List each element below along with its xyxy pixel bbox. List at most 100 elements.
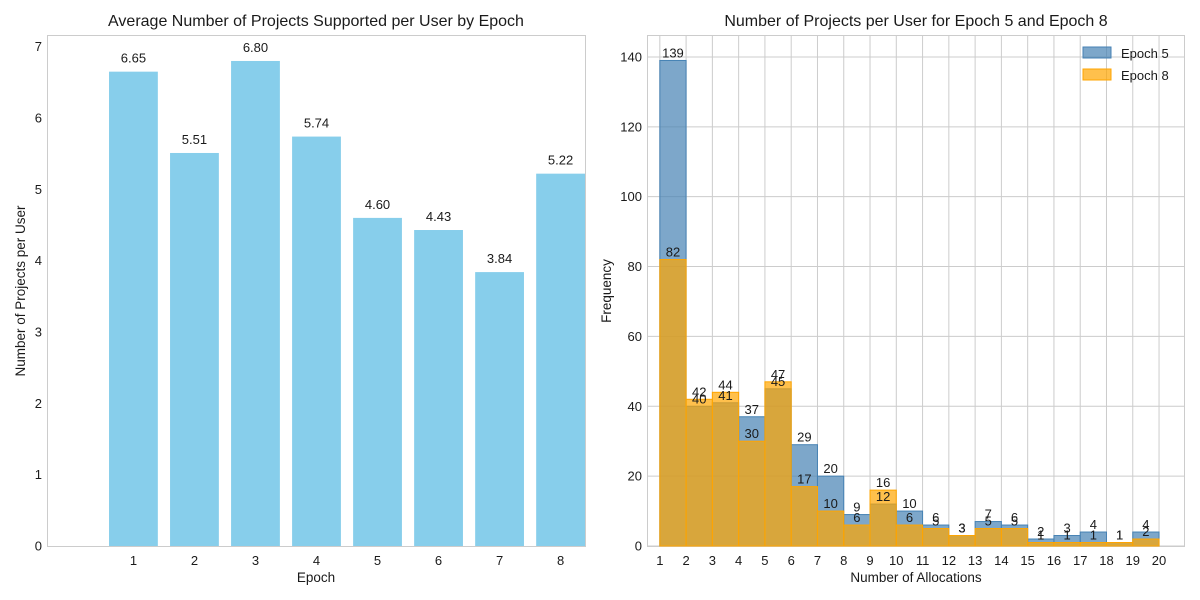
y-tick-label: 0: [635, 539, 642, 554]
x-tick-label: 2: [191, 553, 198, 568]
histogram-value-label: 41: [718, 388, 732, 403]
histogram-value-label: 1: [1116, 528, 1123, 543]
y-tick-label: 0: [35, 539, 42, 554]
histogram-value-label: 6: [853, 510, 860, 525]
x-tick-label: 1: [656, 553, 663, 568]
bar-epoch-2: [170, 152, 219, 547]
y-tick-label: 6: [35, 111, 42, 126]
y-tick-label: 20: [628, 469, 642, 484]
histogram-bar-epoch-8: [1079, 542, 1107, 547]
x-tick-label: 4: [313, 553, 320, 568]
histogram-value-label: 45: [771, 374, 785, 389]
histogram-legend: Epoch 5 Epoch 8: [1082, 46, 1169, 83]
legend-swatch-epoch-8: [1082, 68, 1112, 81]
bar-chart-bars: 6.65 5.51 6.80 5.74 4.60 4.43 3.84 5.22: [109, 40, 585, 547]
x-tick-label: 6: [435, 553, 442, 568]
x-tick-label: 13: [968, 553, 982, 568]
histogram-value-label: 1: [1037, 528, 1044, 543]
y-tick-label: 7: [35, 39, 42, 54]
histogram-value-label: 29: [797, 430, 811, 445]
histogram-bar-epoch-8: [1027, 542, 1055, 547]
x-tick-label: 3: [709, 553, 716, 568]
x-tick-label: 19: [1126, 553, 1140, 568]
bar-chart-title: Average Number of Projects Supported per…: [108, 13, 524, 30]
histogram-bar-epoch-8: [738, 440, 766, 547]
histogram-bar-epoch-8: [790, 486, 818, 547]
x-tick-label: 5: [761, 553, 768, 568]
bar-chart-ticks: 1 2 3 4 5 6 7 8 0 1 2 3 4 5 6 7: [35, 39, 564, 568]
histogram-title: Number of Projects per User for Epoch 5 …: [724, 13, 1107, 30]
histogram-value-label: 16: [876, 475, 890, 490]
x-tick-label: 12: [942, 553, 956, 568]
y-tick-label: 80: [628, 259, 642, 274]
histogram-value-label: 5: [985, 514, 992, 529]
histogram-bar-epoch-8: [816, 510, 845, 547]
bar-epoch-6: [414, 230, 463, 547]
histogram-value-label: 37: [745, 402, 759, 417]
histogram-bar-epoch-8: [895, 524, 924, 547]
y-tick-label: 140: [620, 49, 642, 64]
legend-label-epoch-5: Epoch 5: [1121, 46, 1169, 61]
bar-chart-x-label: Epoch: [297, 570, 335, 585]
histogram-bar-epoch-8: [685, 398, 713, 547]
bar-chart: Average Number of Projects Supported per…: [13, 13, 586, 585]
x-tick-label: 16: [1047, 553, 1061, 568]
y-tick-label: 40: [628, 399, 642, 414]
legend-label-epoch-8: Epoch 8: [1121, 68, 1169, 83]
histogram-value-label: 3: [958, 521, 965, 536]
histogram-value-label: 17: [797, 472, 811, 487]
histogram-bars: [659, 59, 1160, 547]
bar-epoch-5: [353, 217, 402, 546]
histogram-value-label: 10: [823, 496, 837, 511]
histogram-value-label: 3: [1063, 521, 1070, 536]
x-tick-label: 4: [735, 553, 742, 568]
histogram-value-label: 30: [745, 426, 759, 441]
bar-epoch-1: [109, 71, 158, 546]
histogram-bar-epoch-8: [711, 391, 740, 547]
histogram-value-label: 12: [876, 489, 890, 504]
y-tick-label: 2: [35, 396, 42, 411]
x-tick-label: 11: [916, 553, 930, 568]
histogram-value-label: 139: [662, 45, 684, 60]
legend-swatch-epoch-5: [1082, 46, 1112, 59]
histogram-value-label: 9: [853, 500, 860, 515]
y-tick-label: 1: [35, 467, 42, 482]
histogram-bar-epoch-8: [948, 535, 976, 547]
bar-value-label: 3.84: [487, 251, 512, 266]
y-tick-label: 4: [35, 253, 42, 268]
histogram-bar-epoch-8: [1132, 538, 1160, 547]
histogram-value-label: 6: [932, 510, 939, 525]
bar-epoch-3: [231, 60, 280, 547]
histogram-value-label: 1: [1063, 528, 1070, 543]
histogram-ticks: 1 2 3 4 5 6 7 8 9 10 11 12 13 14 15 16 17 18 19 20020406080…: [620, 49, 1166, 568]
histogram-value-label: 2: [1037, 524, 1044, 539]
bar-value-label: 6.65: [121, 51, 146, 66]
histogram-value-label: 5: [1011, 514, 1018, 529]
histogram-bar-epoch-8: [869, 489, 897, 547]
histogram-value-label: 4: [1090, 517, 1097, 532]
bar-value-label: 5.74: [304, 116, 329, 131]
x-tick-label: 8: [557, 553, 564, 568]
bar-value-label: 6.80: [243, 40, 268, 55]
bar-epoch-8: [536, 173, 585, 546]
histogram-value-label: 47: [771, 367, 785, 382]
histogram-bar-epoch-8: [843, 524, 871, 547]
x-tick-label: 3: [252, 553, 259, 568]
histogram-chart: Number of Projects per User for Epoch 5 …: [599, 13, 1185, 585]
histogram-bar-epoch-8: [1105, 542, 1134, 547]
x-tick-label: 17: [1073, 553, 1087, 568]
bar-epoch-4: [292, 136, 341, 546]
x-tick-label: 9: [866, 553, 873, 568]
histogram-value-label: 4: [1142, 517, 1149, 532]
histogram-value-label: 3: [958, 521, 965, 536]
histogram-value-label: 82: [666, 245, 680, 260]
histogram-value-label: 6: [906, 510, 913, 525]
histogram-y-label: Frequency: [599, 259, 614, 323]
x-tick-label: 14: [994, 553, 1008, 568]
x-tick-label: 7: [496, 553, 503, 568]
x-tick-label: 5: [374, 553, 381, 568]
y-tick-label: 60: [628, 329, 642, 344]
x-tick-label: 2: [682, 553, 689, 568]
